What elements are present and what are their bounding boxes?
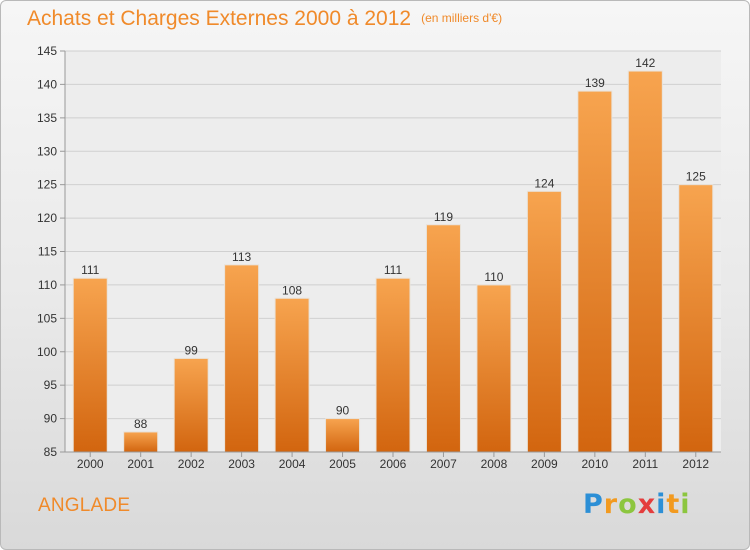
logo-letter: t [666,489,681,520]
data-label-2007: 119 [434,210,453,224]
y-tick-label: 135 [37,111,57,125]
y-tick-label: 140 [37,77,57,91]
x-tick-label-2010: 2010 [581,457,608,471]
logo-letter: o [618,489,638,520]
logo-letter: P [583,489,604,520]
bar-2004 [274,297,310,453]
y-tick-label: 105 [37,311,57,325]
data-label-2003: 113 [232,250,251,264]
chart-unit: (en milliers d'€) [421,11,503,25]
commune-name: ANGLADE [38,495,131,516]
data-label-2002: 99 [184,343,198,357]
bar-2011 [627,70,663,453]
bar-2008 [476,284,512,453]
bar-2000 [72,277,108,453]
y-tick-label: 90 [44,412,58,426]
bar-2009 [526,190,562,453]
bar-2012 [678,184,714,453]
x-tick-label-2002: 2002 [178,457,205,471]
bar-2007 [425,224,461,453]
data-label-2012: 125 [686,170,706,184]
logo-letter: x [637,489,657,520]
logo-letter: i [680,489,691,520]
data-label-2009: 124 [534,176,554,190]
data-label-2008: 110 [484,270,503,284]
data-label-2006: 111 [384,263,403,277]
y-tick-label: 145 [37,44,57,58]
logo-letter: r [603,489,619,520]
y-tick-label: 120 [37,211,57,225]
y-tick-label: 125 [37,178,57,192]
y-tick-label: 85 [44,445,58,459]
data-label-2001: 88 [134,417,148,431]
x-tick-label-2008: 2008 [481,457,508,471]
chart-title-text: Achats et Charges Externes 2000 à 2012 [27,7,412,30]
x-tick-label-2009: 2009 [531,457,558,471]
bar-2005 [325,418,361,453]
y-tick-label: 115 [38,245,57,259]
x-tick-label-2012: 2012 [682,457,709,471]
data-label-2005: 90 [336,404,350,418]
y-tick-label: 110 [38,278,57,292]
x-tick-label-2004: 2004 [279,457,306,471]
bar-2010 [577,90,613,453]
x-tick-label-2011: 2011 [632,457,658,471]
data-label-2004: 108 [282,283,302,297]
data-label-2000: 111 [81,263,100,277]
x-tick-label-2006: 2006 [380,457,407,471]
y-tick-label: 130 [37,144,57,158]
chart-title: Achats et Charges Externes 2000 à 2012 (e… [27,7,502,31]
x-tick-label-2003: 2003 [228,457,255,471]
bar-2006 [375,277,411,453]
data-label-2010: 139 [585,76,605,90]
logo-letter: i [656,489,667,520]
bar-2002 [173,357,209,453]
x-tick-label-2000: 2000 [77,457,104,471]
data-label-2011: 142 [635,56,655,70]
bar-2003 [224,264,260,453]
y-tick-label: 100 [37,345,57,359]
proxiti-logo[interactable]: Proxiti [583,489,691,520]
x-tick-label-2007: 2007 [430,457,457,471]
x-tick-label-2005: 2005 [329,457,356,471]
x-tick-label-2001: 2001 [127,457,154,471]
y-tick-label: 95 [44,378,58,392]
bar-2001 [123,431,159,453]
